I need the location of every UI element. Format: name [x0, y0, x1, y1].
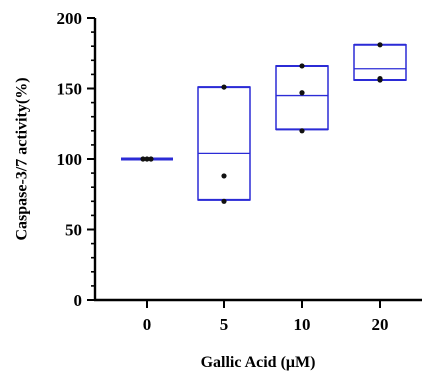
data-point	[299, 128, 305, 134]
x-tick-label: 5	[220, 315, 229, 334]
box-20	[353, 42, 407, 83]
data-point	[299, 90, 305, 96]
data-point	[377, 77, 383, 83]
y-axis-title: Caspase-3/7 activity(%)	[14, 77, 31, 240]
x-ticks: 0 5 10 20	[143, 300, 389, 334]
data-point	[377, 42, 383, 48]
x-axis-title: Gallic Acid (μM)	[201, 354, 316, 371]
y-tick-label: 200	[57, 9, 83, 28]
box-body	[353, 44, 407, 81]
data-point	[299, 63, 305, 69]
box-series	[121, 42, 407, 204]
y-tick-label: 0	[74, 291, 83, 310]
y-tick-label: 100	[57, 150, 83, 169]
x-tick-label: 10	[294, 315, 311, 334]
y-ticks: 0 50 100 150 200	[57, 9, 95, 310]
box-body	[275, 65, 329, 131]
y-tick-label: 50	[65, 221, 82, 240]
box-body	[197, 86, 251, 201]
x-tick-label: 0	[143, 315, 152, 334]
box-10	[275, 63, 329, 134]
data-point	[221, 173, 227, 179]
box-0	[121, 156, 173, 162]
data-point	[140, 156, 146, 162]
data-point	[221, 84, 227, 90]
y-tick-label: 150	[57, 80, 83, 99]
data-point	[148, 156, 154, 162]
x-tick-label: 20	[372, 315, 389, 334]
data-point	[221, 198, 227, 204]
box-5	[197, 84, 251, 204]
data-point	[144, 156, 150, 162]
